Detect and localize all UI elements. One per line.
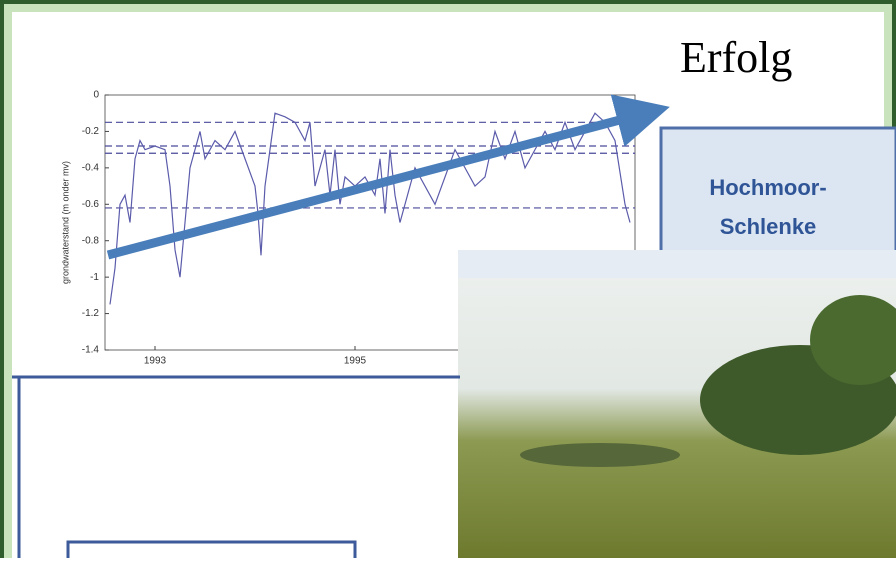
y-tick-label: 0 (93, 90, 99, 101)
y-tick-label: -1.4 (82, 345, 100, 356)
x-tick-label: 1995 (344, 356, 367, 367)
photo-band (458, 250, 896, 278)
y-tick-label: -0.4 (82, 162, 100, 173)
x-tick-label: 1993 (144, 356, 167, 367)
page: grondwaterstand (m onder mv) 0 -0.2 -0.4 -0.… (0, 0, 896, 558)
trees (520, 443, 680, 467)
box-label-line: Schlenke (720, 214, 817, 239)
title: Erfolg (680, 33, 792, 82)
box-label-line: Hochmoor- (709, 175, 826, 200)
y-tick-label: -0.2 (82, 126, 100, 137)
y-tick-label: -0.8 (82, 235, 100, 246)
y-tick-label: -1 (90, 272, 99, 283)
y-tick-label: -1.2 (82, 308, 100, 319)
y-tick-label: -0.6 (82, 199, 100, 210)
y-axis-label: grondwaterstand (m onder mv) (60, 161, 70, 284)
slide: grondwaterstand (m onder mv) 0 -0.2 -0.4 -0.… (0, 0, 896, 558)
